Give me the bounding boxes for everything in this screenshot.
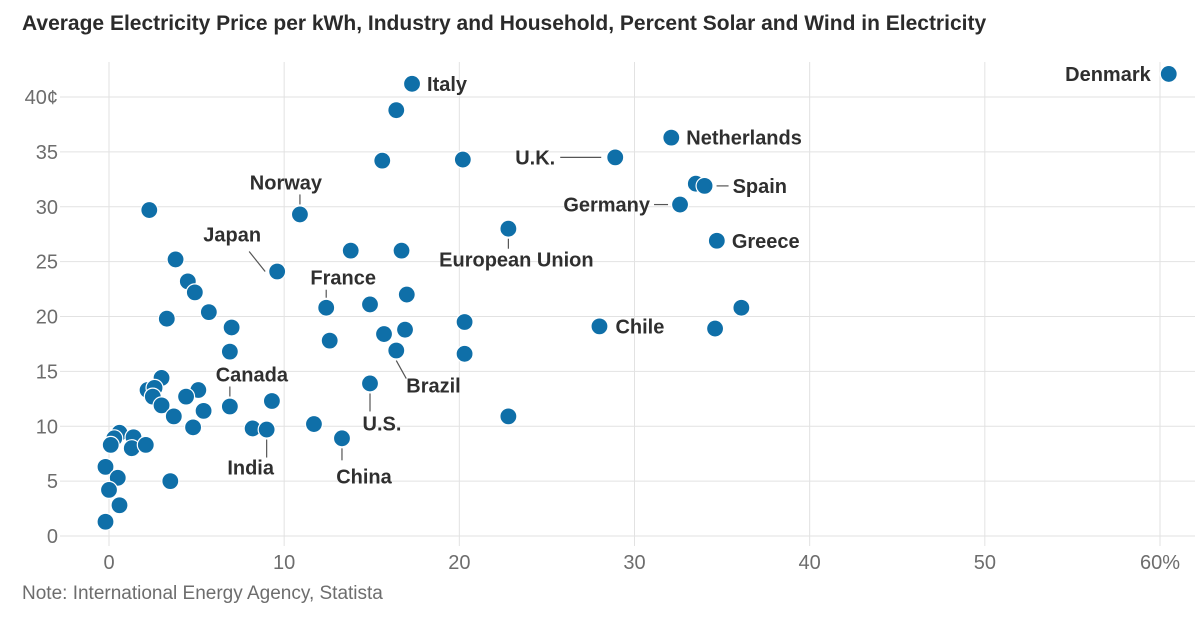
y-tick-label: 20 [36,307,58,329]
point-label-european-union: European Union [439,250,593,272]
data-point-italy [402,74,422,93]
label-connectors [229,156,729,461]
axis-ticks: 0 5 10 15 20 25 30 35 40¢ 0 10 20 30 40 50 60% [25,87,1181,574]
point-label-germany: Germany [563,195,651,217]
data-point [455,312,474,332]
point-label-canada: Canada [216,364,289,386]
data-point [140,200,159,220]
y-tick-label: 35 [36,142,58,164]
data-point [499,407,518,426]
x-tick-label: 20 [448,552,470,574]
y-tick-label: 10 [36,416,58,438]
point-label-denmark: Denmark [1065,64,1151,86]
data-point [152,396,171,415]
data-point-japan [268,262,287,281]
data-point [360,295,380,314]
connector-brazil [395,360,407,379]
data-point [341,241,360,260]
data-point-china [332,429,352,448]
y-tick-label: 25 [36,252,58,274]
x-tick-label: 0 [103,552,114,574]
data-point [373,151,392,170]
data-point [185,283,204,302]
chart-title: Average Electricity Price per kWh, Indus… [22,12,987,35]
x-tick-label: 40 [799,552,821,574]
data-point [392,241,411,260]
data-point-brazil [387,341,406,360]
data-point [96,457,115,476]
y-tick-label: 15 [36,361,58,383]
y-tick-label: 30 [36,197,58,219]
grid-layer [60,62,1195,546]
data-point-netherlands [662,128,681,147]
data-point [136,435,155,455]
point-label-india: India [227,458,275,480]
point-label-spain: Spain [733,176,787,198]
point-label-brazil: Brazil [406,376,460,398]
y-tick-label: 5 [47,471,58,493]
data-point [387,101,406,120]
point-label-u-s: U.S. [363,413,402,435]
data-point-spain [695,176,714,195]
data-point [199,303,218,322]
data-point-germany [670,195,690,214]
point-label-china: China [336,466,392,488]
data-point [99,480,119,500]
data-point-greece [707,231,726,250]
data-point [157,309,176,328]
x-tick-label: 60% [1140,552,1180,574]
data-point [222,318,241,337]
data-point [304,414,324,434]
data-point [220,342,239,361]
point-labels: Denmark Italy Netherlands U.K. Spain Germany N… [203,64,1151,488]
data-point [320,331,339,350]
data-point [161,472,180,491]
point-label-chile: Chile [615,316,664,338]
data-point-denmark [1159,64,1178,84]
data-point-norway [290,205,310,224]
data-point [164,407,183,426]
data-point [110,496,129,515]
data-point [374,324,394,344]
data-point [705,319,725,338]
point-label-france: France [310,268,376,290]
data-points [96,64,1178,531]
point-label-u-k: U.K. [515,147,555,169]
point-label-italy: Italy [427,74,468,96]
data-point [732,298,751,317]
data-point [397,285,416,304]
y-tick-label: 40¢ [25,87,58,109]
data-point [453,150,472,169]
point-label-norway: Norway [250,172,323,194]
data-point [183,418,203,437]
data-point-u-k [606,148,625,167]
data-point [101,435,120,455]
point-label-netherlands: Netherlands [686,128,802,150]
x-tick-label: 50 [974,552,996,574]
data-point [194,401,213,420]
connector-japan [248,251,266,272]
data-point [96,512,115,531]
point-label-greece: Greece [732,231,800,253]
x-tick-label: 30 [623,552,645,574]
data-point-canada [220,397,239,416]
data-point-u-s [360,374,380,393]
point-label-japan: Japan [203,225,261,247]
data-point [455,344,474,363]
data-point-european-union [499,219,518,238]
data-point [166,250,185,269]
data-point-india [257,420,276,439]
data-point [176,387,196,406]
data-point [395,320,415,339]
y-tick-label: 0 [47,526,58,548]
data-point-chile [590,317,609,336]
x-tick-label: 10 [273,552,295,574]
data-point-france [317,298,336,317]
source-note: Note: International Energy Agency, Stati… [22,583,383,604]
data-point [262,391,282,411]
